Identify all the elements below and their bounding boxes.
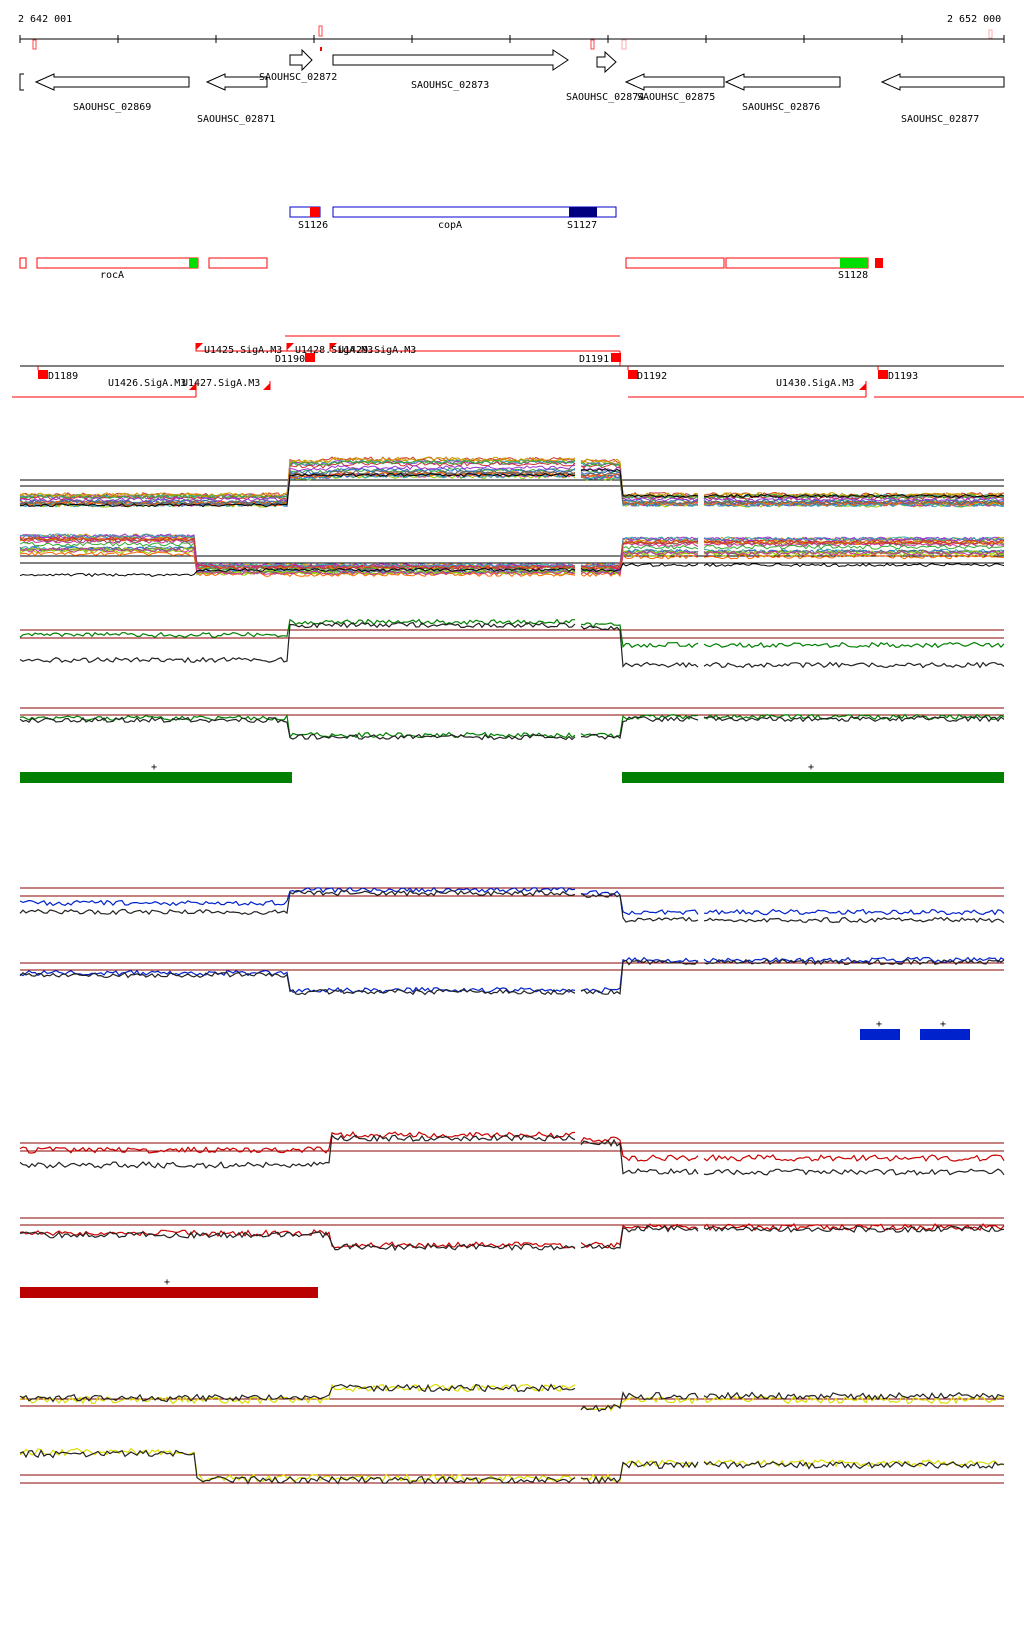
gene-label: SAOUHSC_02876 [742, 102, 820, 113]
gene-track: SAOUHSC_02869 SAOUHSC_02871 SAOUHSC_0287… [19, 48, 1005, 125]
gene-arrow[interactable]: SAOUHSC_02873 [332, 49, 569, 91]
segment-bars: + + + + + [20, 762, 1004, 1298]
segment-mark: + [876, 1019, 882, 1030]
plus-feature-track: S1126 copA S1127 [289, 206, 617, 231]
regulatory-track: U1425.SigA.M3 U1428.SigA.M3 U1429.SigA.M… [12, 335, 1024, 398]
feature-label: rocA [100, 270, 124, 281]
gene-label: SAOUHSC_02869 [73, 102, 151, 113]
segment-mark: + [940, 1019, 946, 1030]
gene-arrow[interactable]: SAOUHSC_02877 [880, 73, 1005, 125]
gene-arrow[interactable]: SAOUHSC_02869 [34, 73, 190, 113]
gene-label: SAOUHSC_02873 [411, 80, 489, 91]
gene-arrow[interactable]: SAOUHSC_02875 [624, 73, 725, 103]
axis-end-label: 2 652 000 [947, 14, 1001, 25]
promoter-label: U1426.SigA.M3 [108, 378, 186, 389]
gene-arrow[interactable]: SAOUHSC_02871 [197, 73, 275, 125]
gene-label: SAOUHSC_02874 [566, 92, 644, 103]
gene-label: SAOUHSC_02875 [637, 92, 715, 103]
promoter-label: U1427.SigA.M3 [182, 378, 260, 389]
gene-arrow[interactable]: SAOUHSC_02874 [566, 50, 644, 103]
promoter-label: U1428.SigA.M3 [295, 345, 373, 356]
segment-mark: + [808, 762, 814, 773]
gene-arrow[interactable]: SAOUHSC_02876 [724, 73, 841, 113]
gene-arrow[interactable] [19, 73, 24, 91]
terminator-label: D1191 [579, 354, 609, 365]
feature-label: copA [438, 220, 462, 231]
gene-label: SAOUHSC_02872 [259, 72, 337, 83]
gene-label: SAOUHSC_02871 [197, 114, 275, 125]
feature-label: S1128 [838, 270, 868, 281]
gene-arrow[interactable]: SAOUHSC_02872 [259, 48, 337, 83]
promoter-label: U1429.SigA.M3 [338, 345, 416, 356]
segment-mark: + [151, 762, 157, 773]
terminator-label: D1193 [888, 371, 918, 382]
terminator-label: D1189 [48, 371, 78, 382]
segment-mark: + [164, 1277, 170, 1288]
expression-profiles [19, 456, 1005, 1485]
feature-label: S1126 [298, 220, 328, 231]
promoter-label: U1430.SigA.M3 [776, 378, 854, 389]
coordinate-axis: 2 642 001 2 652 000 [18, 14, 1005, 51]
promoter-label: U1425.SigA.M3 [204, 345, 282, 356]
terminator-label: D1190 [275, 354, 305, 365]
terminator-label: D1192 [637, 371, 667, 382]
axis-start-label: 2 642 001 [18, 14, 72, 25]
feature-label: S1127 [567, 220, 597, 231]
minus-feature-track: rocA S1128 [19, 257, 883, 281]
gene-label: SAOUHSC_02877 [901, 114, 979, 125]
